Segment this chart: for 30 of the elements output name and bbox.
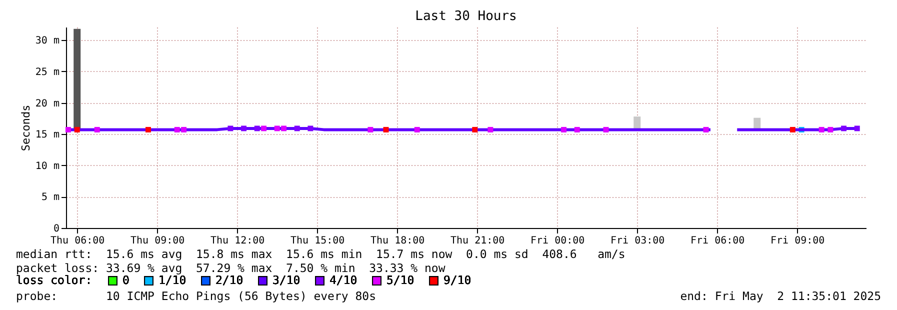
legend-label: 5/10 (386, 272, 414, 287)
chart-title: Last 30 Hours (415, 9, 517, 24)
x-tick-label: Thu 21:00 (450, 236, 505, 246)
x-tick-label: Thu 12:00 (210, 236, 265, 246)
legend-title: loss color: (16, 273, 92, 287)
x-tick-label: Fri 03:00 (610, 236, 665, 246)
y-tick-label: 20 m (35, 98, 60, 110)
x-tick-label: Fri 06:00 (690, 236, 745, 246)
y-axis-title: Seconds (19, 104, 32, 152)
x-tick-label: Thu 15:00 (290, 236, 345, 246)
legend-label: 0 (122, 272, 130, 287)
y-tick-label: 5 m (41, 192, 60, 204)
x-tick-label: Thu 18:00 (370, 236, 425, 246)
y-tick-label: 25 m (35, 66, 60, 78)
legend-label: 3/10 (272, 272, 300, 287)
y-tick-label: 30 m (35, 36, 60, 47)
x-tick-label: Thu 09:00 (130, 236, 185, 246)
text: end: Fri May 2 11:35:01 2025 (680, 289, 881, 303)
x-tick-label: Thu 06:00 (50, 236, 105, 246)
text: probe: 10 ICMP Echo Pings (56 Bytes) every 80s (16, 289, 378, 303)
legend-label: 4/10 (330, 272, 358, 287)
x-tick-label: Fri 00:00 (530, 236, 585, 246)
text: median rtt: 15.6 ms avg 15.8 ms max 15.6 ms min 15.7 ms now 0.0 ms sd 408.6 am/s (16, 247, 626, 261)
text: packet loss: 33.69 % avg 57.29 % max 7.50 % min 33.33 % now (16, 261, 446, 275)
y-tick-label: 10 m (35, 160, 60, 172)
legend-label: 9/10 (444, 272, 472, 287)
legend-label: 2/10 (216, 272, 244, 287)
y-tick-label: 0 (53, 224, 60, 234)
x-tick-label: Fri 09:00 (770, 236, 825, 246)
y-tick-label: 15 m (35, 130, 60, 141)
